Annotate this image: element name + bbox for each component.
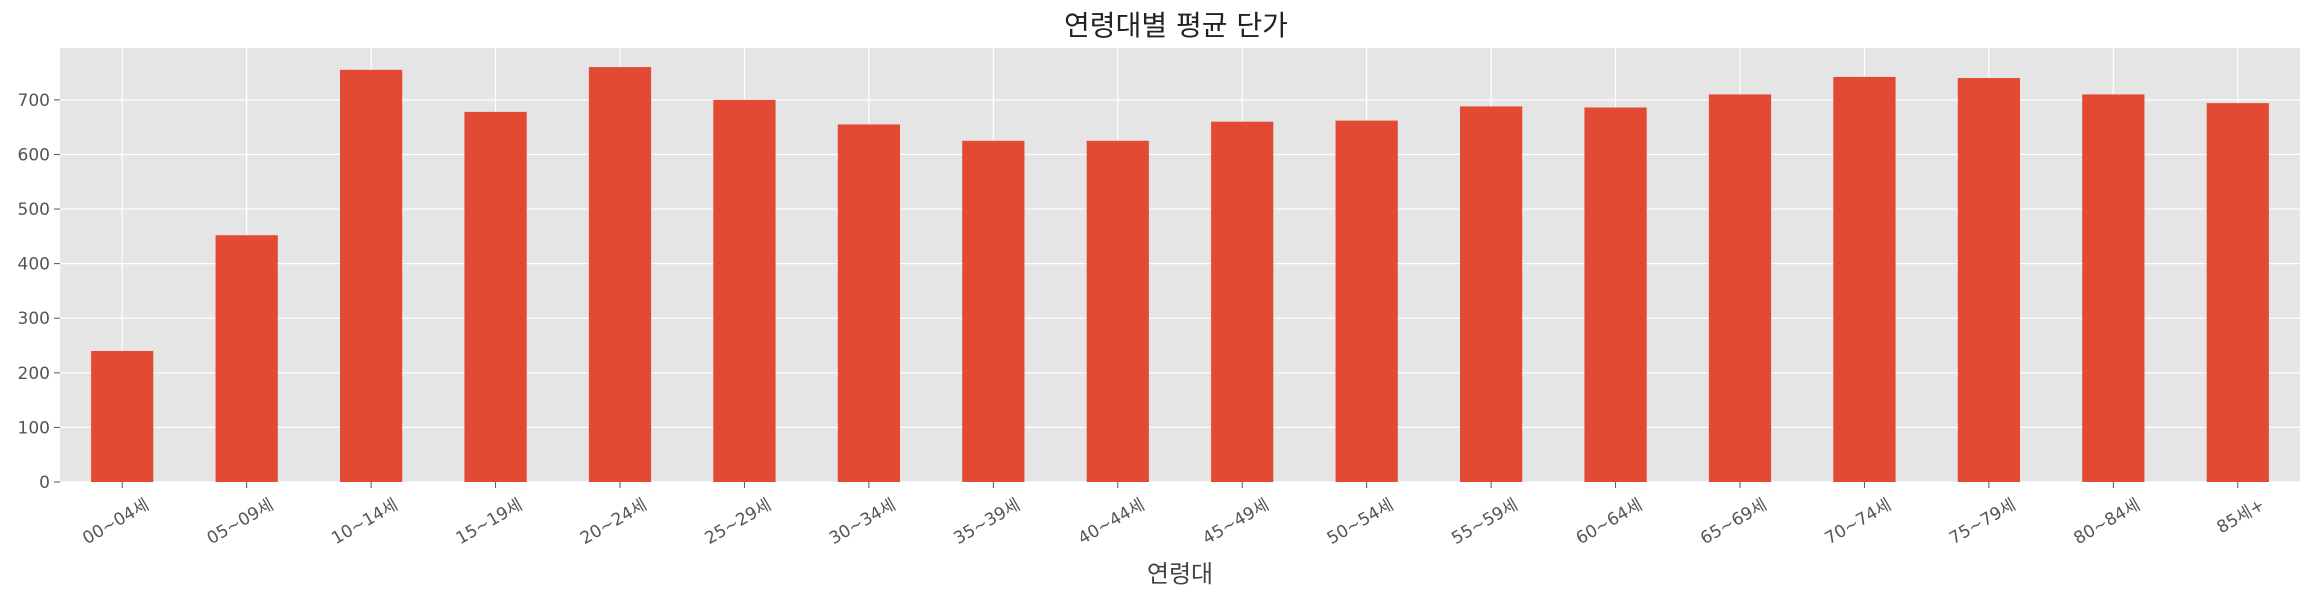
- x-tick-label: 05~09세: [204, 495, 277, 549]
- bar-60~64세: [1584, 107, 1647, 483]
- x-tick-label: 40~44세: [1075, 495, 1148, 549]
- x-tick-label: 20~24세: [577, 495, 650, 549]
- x-tick-label: 55~59세: [1448, 495, 1521, 549]
- x-axis-label: 연령대: [1147, 560, 1213, 588]
- bar-30~34세: [837, 124, 900, 482]
- bars: [91, 67, 2269, 483]
- x-tick-label: 50~54세: [1324, 495, 1397, 549]
- bar-40~44세: [1086, 140, 1149, 482]
- x-tick-label: 15~19세: [453, 495, 526, 549]
- x-tick-label: 25~29세: [702, 495, 775, 549]
- bar-70~74세: [1833, 76, 1896, 482]
- bar-65~69세: [1708, 94, 1772, 482]
- y-axis-ticks: 0 100 200 300 400 500 600 700: [18, 91, 60, 493]
- x-tick-label: 85세+: [2214, 495, 2269, 538]
- x-tick-label: 65~69세: [1697, 495, 1770, 549]
- bar-45~49세: [1211, 121, 1274, 482]
- bar-25~29세: [713, 99, 776, 482]
- bar-80~84세: [2082, 94, 2145, 482]
- bar-85세+: [2206, 103, 2269, 482]
- y-tick-label: 700: [18, 91, 50, 111]
- bar-10~14세: [340, 69, 403, 482]
- x-tick-label: 30~34세: [826, 495, 899, 549]
- bar-15~19세: [464, 111, 527, 482]
- bar-00~04세: [91, 350, 154, 482]
- y-tick-label: 100: [18, 418, 50, 438]
- bar-50~54세: [1335, 120, 1398, 482]
- x-tick-label: 10~14세: [328, 495, 401, 549]
- y-tick-label: 200: [18, 364, 50, 384]
- bar-35~39세: [962, 140, 1025, 482]
- y-tick-label: 300: [18, 309, 50, 329]
- plot-area: [60, 48, 2300, 482]
- x-axis-ticks: 00~04세 05~09세 10~14세 15~19세 20~24세 25~29세 30~3…: [79, 482, 2268, 549]
- x-tick-label: 75~79세: [1946, 495, 2019, 549]
- bar-05~09세: [215, 235, 278, 482]
- x-tick-label: 00~04세: [79, 495, 152, 549]
- x-tick-label: 80~84세: [2070, 495, 2143, 549]
- bar-20~24세: [588, 67, 652, 482]
- y-tick-label: 500: [18, 200, 50, 220]
- x-tick-label: 45~49세: [1199, 495, 1272, 549]
- x-tick-label: 35~39세: [950, 495, 1023, 549]
- bar-75~79세: [1957, 78, 2020, 483]
- y-tick-label: 0: [39, 473, 50, 493]
- y-tick-label: 600: [18, 145, 50, 165]
- x-tick-label: 60~64세: [1573, 495, 1646, 549]
- bar-55~59세: [1460, 106, 1523, 482]
- chart-title: 연령대별 평균 단가: [1064, 9, 1288, 42]
- y-tick-label: 400: [18, 255, 50, 275]
- x-tick-label: 70~74세: [1822, 495, 1895, 549]
